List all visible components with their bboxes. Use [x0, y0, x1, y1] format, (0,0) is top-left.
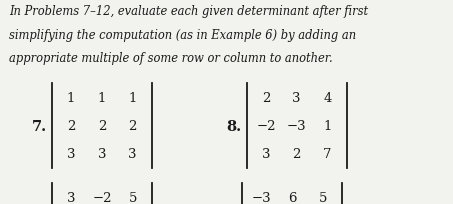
- Text: 5: 5: [319, 191, 327, 204]
- Text: 4: 4: [323, 92, 332, 105]
- Text: 3: 3: [98, 147, 106, 160]
- Text: −2: −2: [256, 120, 276, 132]
- Text: 5: 5: [129, 191, 137, 204]
- Text: 1: 1: [323, 120, 332, 132]
- Text: 8.: 8.: [226, 119, 241, 133]
- Text: 3: 3: [262, 147, 270, 160]
- Text: 7.: 7.: [32, 119, 47, 133]
- Text: −3: −3: [287, 120, 307, 132]
- Text: 2: 2: [262, 92, 270, 105]
- Text: −3: −3: [251, 191, 271, 204]
- Text: appropriate multiple of some row or column to another.: appropriate multiple of some row or colu…: [9, 52, 333, 65]
- Text: 7: 7: [323, 147, 332, 160]
- Text: 1: 1: [129, 92, 137, 105]
- Text: 2: 2: [293, 147, 301, 160]
- Text: 1: 1: [98, 92, 106, 105]
- Text: 3: 3: [129, 147, 137, 160]
- Text: 3: 3: [293, 92, 301, 105]
- Text: simplifying the computation (as in Example 6) by adding an: simplifying the computation (as in Examp…: [9, 29, 356, 41]
- Text: 3: 3: [67, 147, 75, 160]
- Text: 2: 2: [98, 120, 106, 132]
- Text: −2: −2: [92, 191, 112, 204]
- Text: 1: 1: [67, 92, 75, 105]
- Text: In Problems 7–12, evaluate each given determinant after first: In Problems 7–12, evaluate each given de…: [9, 5, 368, 18]
- Text: 3: 3: [67, 191, 75, 204]
- Text: 6: 6: [288, 191, 296, 204]
- Text: 2: 2: [129, 120, 137, 132]
- Text: 2: 2: [67, 120, 75, 132]
